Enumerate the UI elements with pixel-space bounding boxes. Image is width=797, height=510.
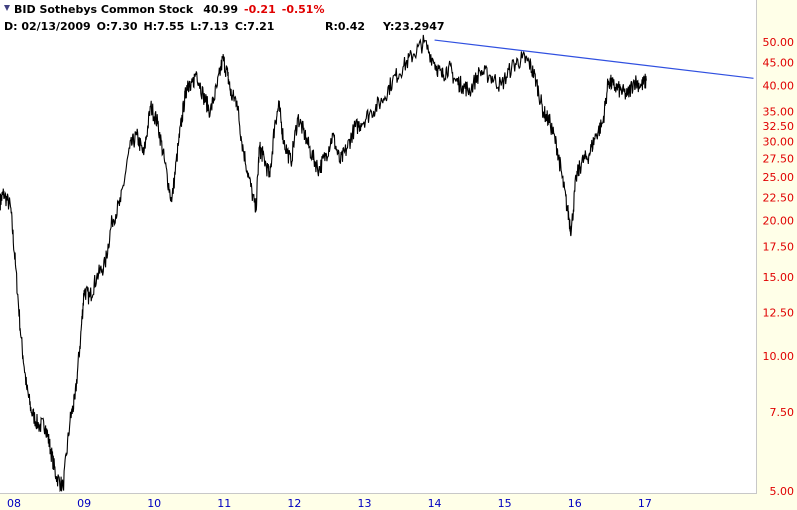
chart-header: BID Sothebys Common Stock 40.99 -0.21 -0.51… xyxy=(4,3,324,17)
y-tick-label: 10.00 xyxy=(763,350,795,363)
y-tick-label: 32.50 xyxy=(763,120,795,133)
x-tick-label: 16 xyxy=(568,497,582,510)
y-tick-label: 22.50 xyxy=(763,192,795,205)
x-tick-label: 13 xyxy=(357,497,371,510)
y-tick-label: 27.50 xyxy=(763,153,795,166)
y-tick-label: 15.00 xyxy=(763,271,795,284)
price-series-line xyxy=(0,34,647,493)
y-tick-label: 25.00 xyxy=(763,171,795,184)
x-tick-label: 10 xyxy=(147,497,161,510)
cursor-y-value: Y:23.2947 xyxy=(383,20,445,33)
x-tick-label: 14 xyxy=(428,497,442,510)
ohlc-low: L:7.13 xyxy=(190,20,229,33)
collapse-triangle-icon[interactable] xyxy=(4,5,10,11)
ohlc-date: D: 02/13/2009 xyxy=(4,20,91,33)
x-tick-label: 11 xyxy=(217,497,231,510)
y-tick-label: 7.50 xyxy=(770,406,795,419)
y-tick-label: 50.00 xyxy=(763,36,795,49)
cursor-readout: R:0.42 Y:23.2947 xyxy=(325,20,463,33)
y-tick-label: 5.00 xyxy=(770,485,795,498)
last-price: 40.99 xyxy=(203,3,239,16)
x-tick-label: 12 xyxy=(287,497,301,510)
y-tick-label: 12.50 xyxy=(763,306,795,319)
cursor-r-value: R:0.42 xyxy=(325,20,366,33)
y-tick-label: 17.50 xyxy=(763,241,795,254)
y-tick-label: 20.00 xyxy=(763,215,795,228)
price-change-percent: -0.51% xyxy=(281,3,325,16)
y-tick-label: 30.00 xyxy=(763,136,795,149)
ohlc-close: C:7.21 xyxy=(234,20,275,33)
ohlc-high: H:7.55 xyxy=(143,20,185,33)
ohlc-readout: D: 02/13/2009 O:7.30 H:7.55 L:7.13 C:7.21 xyxy=(4,20,280,33)
x-tick-label: 15 xyxy=(498,497,512,510)
x-tick-label: 17 xyxy=(638,497,652,510)
x-tick-label: 09 xyxy=(77,497,91,510)
price-change: -0.21 xyxy=(244,3,276,16)
y-tick-label: 40.00 xyxy=(763,80,795,93)
y-tick-label: 35.00 xyxy=(763,106,795,119)
x-tick-label: 08 xyxy=(7,497,21,510)
ohlc-open: O:7.30 xyxy=(96,20,138,33)
trendline[interactable] xyxy=(434,39,754,79)
y-tick-label: 45.00 xyxy=(763,57,795,70)
symbol-name: BID Sothebys Common Stock xyxy=(14,3,194,16)
x-axis: 08 09 10 11 12 13 14 15 16 17 xyxy=(7,497,652,510)
